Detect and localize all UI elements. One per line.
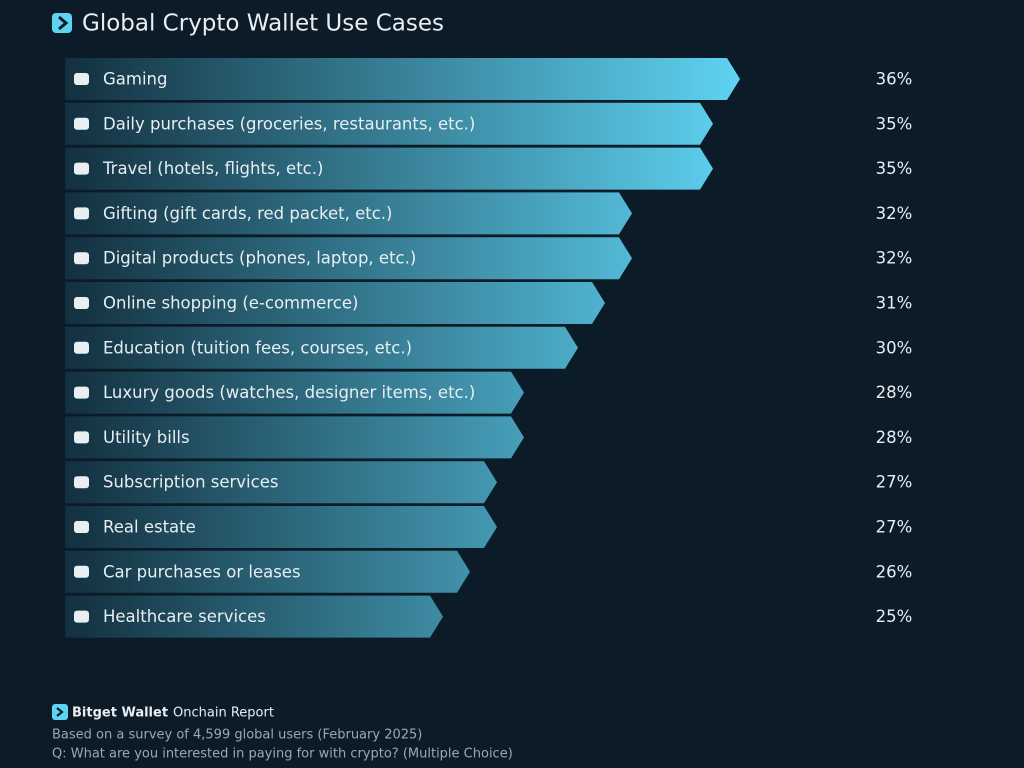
- category-label: Travel (hotels, flights, etc.): [102, 159, 323, 178]
- value-label: 28%: [876, 383, 913, 402]
- category-icon: [74, 341, 89, 354]
- chart-title: Global Crypto Wallet Use Cases: [82, 11, 444, 37]
- bar: [65, 506, 497, 548]
- category-icon: [74, 386, 89, 399]
- bar: [65, 102, 713, 145]
- category-label: Subscription services: [103, 473, 278, 492]
- value-label: 26%: [876, 562, 913, 581]
- value-label: 25%: [876, 607, 913, 626]
- category-icon: [74, 252, 89, 265]
- bar: [65, 416, 524, 459]
- category-label: Real estate: [103, 518, 196, 537]
- category-label: Utility bills: [103, 428, 190, 447]
- category-icon: [74, 297, 89, 309]
- value-label: 27%: [876, 473, 913, 492]
- category-icon: [74, 610, 89, 623]
- value-label: 32%: [876, 249, 913, 268]
- value-label: 35%: [876, 159, 913, 178]
- brand: Bitget Wallet: [72, 706, 168, 721]
- value-label: 31%: [876, 294, 913, 313]
- value-label: 30%: [876, 338, 913, 357]
- category-icon: [74, 73, 89, 85]
- value-label: 35%: [876, 114, 913, 133]
- category-label: Digital products (phones, laptop, etc.): [103, 249, 416, 268]
- bar: [65, 282, 605, 324]
- category-icon: [74, 565, 89, 578]
- report: Onchain Report: [173, 706, 274, 721]
- bar: [65, 371, 524, 414]
- category-icon: [74, 521, 89, 533]
- value-label: 28%: [876, 428, 913, 447]
- bar: [65, 192, 632, 235]
- bar: [65, 461, 497, 504]
- category-label: Online shopping (e-commerce): [103, 294, 358, 313]
- bar: [65, 326, 578, 369]
- title-icon-chevron: [58, 15, 69, 31]
- bar: [65, 147, 713, 190]
- category-icon: [74, 162, 89, 175]
- bar: [65, 550, 470, 593]
- category-label: Healthcare services: [103, 607, 266, 626]
- category-label: Education (tuition fees, courses, etc.): [103, 338, 412, 357]
- category-icon: [74, 476, 89, 489]
- bars: Gaming 36% Daily purchases (groceries, res…: [65, 58, 912, 638]
- category-icon: [74, 117, 89, 130]
- value-label: 36%: [876, 70, 913, 89]
- value-label: 32%: [876, 204, 913, 223]
- bar: [65, 595, 443, 638]
- source-note: Based on a survey of 4,599 global users …: [52, 728, 422, 743]
- title-icon: [52, 13, 72, 33]
- category-label: Gifting (gift cards, red packet, etc.): [103, 204, 392, 223]
- category-label: Car purchases or leases: [103, 562, 301, 581]
- category-label: Daily purchases (groceries, restaurants,…: [103, 114, 475, 133]
- category-icon: [74, 431, 89, 444]
- category-label: Gaming: [103, 70, 168, 89]
- question-note: Q: What are you interested in paying for…: [52, 747, 513, 762]
- brand-logo-chevron: [56, 707, 64, 717]
- category-label: Luxury goods (watches, designer items, e…: [103, 383, 475, 402]
- category-icon: [74, 207, 89, 220]
- bar: [65, 237, 632, 280]
- bar: [65, 58, 740, 100]
- value-label: 27%: [876, 518, 913, 537]
- brand-logo: [52, 704, 68, 720]
